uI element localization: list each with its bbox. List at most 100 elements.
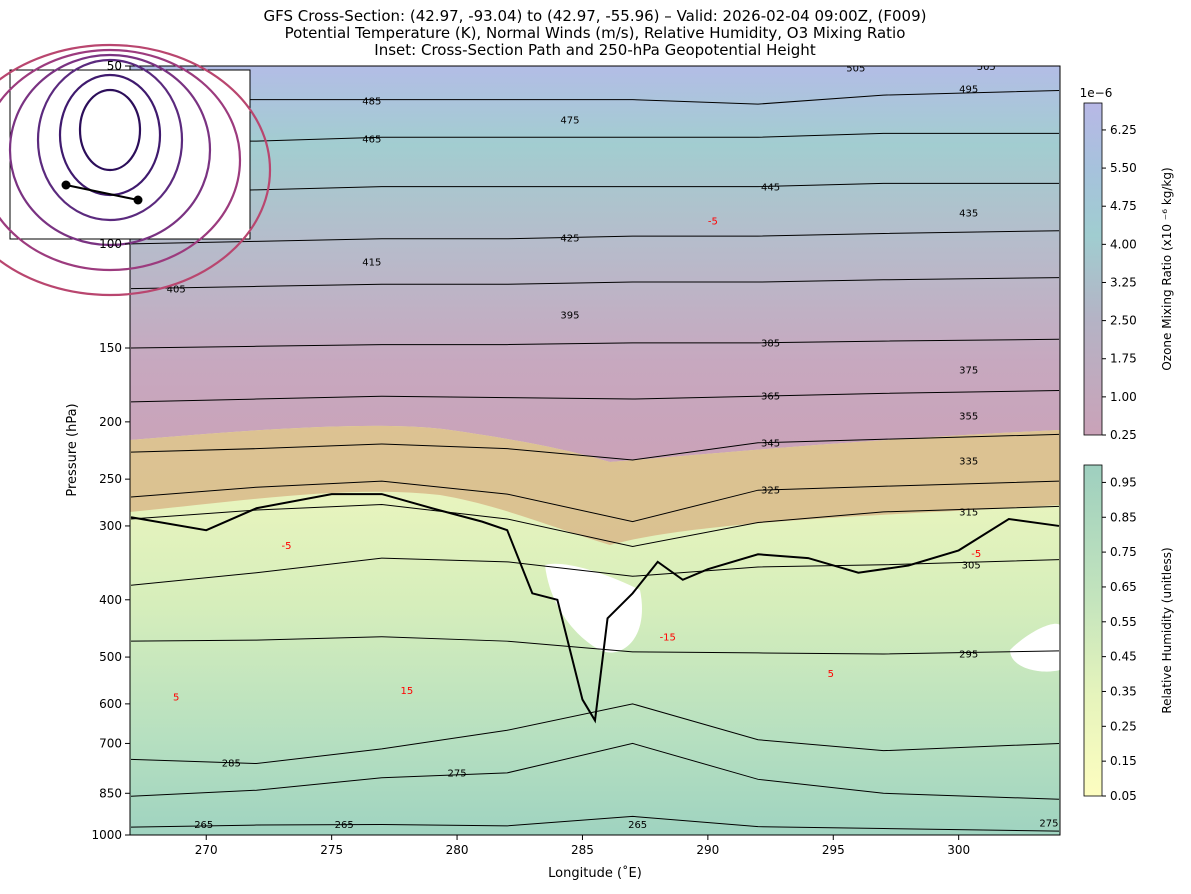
isentrope <box>131 132 1059 142</box>
inset-contour <box>0 48 242 272</box>
colorbar-tick-label: 4.75 <box>1110 199 1137 213</box>
colorbar-tick-label: 2.50 <box>1110 314 1137 328</box>
isentrope <box>130 815 1060 832</box>
x-tick-label: 275 <box>320 843 343 857</box>
chart-title: Inset: Cross-Section Path and 250-hPa Ge… <box>374 41 816 59</box>
ozone-field <box>130 66 1060 462</box>
x-tick-label: 280 <box>446 843 469 857</box>
wind-label: 15 <box>401 686 414 697</box>
colorbar-tick-label: 0.45 <box>1110 650 1137 664</box>
theta-label: 365 <box>761 392 780 403</box>
colorbar-offset: 1e−6 <box>1080 86 1113 100</box>
isentrope <box>130 433 1060 461</box>
y-tick-label: 1000 <box>91 828 122 842</box>
y-tick-label: 700 <box>99 736 122 750</box>
inset-path <box>65 184 139 201</box>
theta-label: 315 <box>959 507 978 518</box>
x-tick-label: 270 <box>195 843 218 857</box>
isentrope <box>130 230 1060 245</box>
colorbar <box>1083 464 1103 797</box>
theta-label: 465 <box>362 134 381 145</box>
inset-contour <box>78 88 142 172</box>
inset-map <box>0 43 272 297</box>
chart-title: Potential Temperature (K), Normal Winds … <box>285 24 906 42</box>
theta-label: 415 <box>362 258 381 269</box>
x-tick-label: 290 <box>696 843 719 857</box>
y-tick-label: 400 <box>99 593 122 607</box>
isentrope <box>130 557 1060 586</box>
x-axis-label: Longitude (˚E) <box>548 865 642 881</box>
theta-label: 425 <box>560 233 579 244</box>
theta-label: 265 <box>335 820 354 831</box>
colorbar-label: Relative Humidity (unitless) <box>1160 547 1174 713</box>
dry-region <box>1010 623 1060 672</box>
inset-contour <box>36 58 184 222</box>
theta-label: 275 <box>1039 819 1058 830</box>
wind-label: -15 <box>660 632 676 643</box>
colorbar-tick-label: 4.00 <box>1110 237 1137 251</box>
colorbar-tick-label: 0.55 <box>1110 615 1137 629</box>
isentrope <box>130 480 1060 523</box>
theta-label: 495 <box>959 85 978 96</box>
x-tick-label: 300 <box>947 843 970 857</box>
theta-label: 265 <box>628 820 647 831</box>
wind-label: 5 <box>173 692 179 703</box>
tropopause-line <box>130 493 1060 724</box>
y-tick-label: 50 <box>107 59 122 73</box>
isentrope <box>130 338 1060 349</box>
wind-label: -5 <box>971 549 981 560</box>
theta-label: 405 <box>167 285 186 296</box>
theta-label: 335 <box>959 457 978 468</box>
theta-label: 475 <box>560 115 579 126</box>
isentrope <box>130 504 1060 547</box>
colorbar-tick-label: 0.15 <box>1110 754 1137 768</box>
theta-label: 375 <box>959 365 978 376</box>
isentrope <box>130 389 1060 403</box>
plot-frame <box>129 65 1061 836</box>
y-axis-label: Pressure (hPa) <box>65 403 80 496</box>
x-tick-label: 285 <box>571 843 594 857</box>
chart-title: GFS Cross-Section: (42.97, -93.04) to (4… <box>264 7 927 25</box>
wind-label: -5 <box>282 541 292 552</box>
isentrope <box>130 277 1060 290</box>
colorbar <box>1083 102 1103 436</box>
theta-label: 355 <box>959 412 978 423</box>
inset-endpoint <box>133 195 143 205</box>
theta-label: 345 <box>761 439 780 450</box>
colorbar-tick-label: 0.05 <box>1110 789 1137 803</box>
inset-contour <box>8 53 212 247</box>
overlap-band <box>130 425 1060 545</box>
isentrope <box>130 182 1059 194</box>
colorbar-tick-label: 0.35 <box>1110 684 1137 698</box>
y-tick-label: 600 <box>99 697 122 711</box>
colorbar-tick-label: 0.25 <box>1110 428 1137 442</box>
fields: 505 505 485 495 475 465 445 435 425 415 405 395 385 3… <box>130 62 1060 835</box>
isentrope <box>130 703 1060 765</box>
colorbar-tick-label: 6.25 <box>1110 123 1137 137</box>
y-tick-label: 850 <box>99 786 122 800</box>
colorbar-tick-label: 0.75 <box>1110 545 1137 559</box>
theta-label: 435 <box>959 208 978 219</box>
y-tick-label: 300 <box>99 519 122 533</box>
theta-label: 395 <box>560 311 579 322</box>
colorbar-tick-label: 0.25 <box>1110 719 1137 733</box>
x-tick-label: 295 <box>822 843 845 857</box>
theta-label: 305 <box>962 560 981 571</box>
colorbar-label: Ozone Mixing Ratio (x10 ⁻⁶ kg/kg) <box>1160 167 1174 370</box>
isentrope <box>130 742 1060 800</box>
y-tick-label: 200 <box>99 415 122 429</box>
inset-contour <box>0 43 272 297</box>
dry-region <box>545 563 642 653</box>
wind-label: 5 <box>828 669 834 680</box>
theta-label: 445 <box>761 182 780 193</box>
y-tick-label: 500 <box>99 650 122 664</box>
theta-label: 505 <box>977 62 996 73</box>
y-tick-label: 150 <box>99 341 122 355</box>
colorbar-tick-label: 1.75 <box>1110 352 1137 366</box>
theta-label: 385 <box>761 339 780 350</box>
theta-label: 265 <box>194 820 213 831</box>
colorbar-tick-label: 0.95 <box>1110 475 1137 489</box>
colorbar-tick-label: 1.00 <box>1110 390 1137 404</box>
